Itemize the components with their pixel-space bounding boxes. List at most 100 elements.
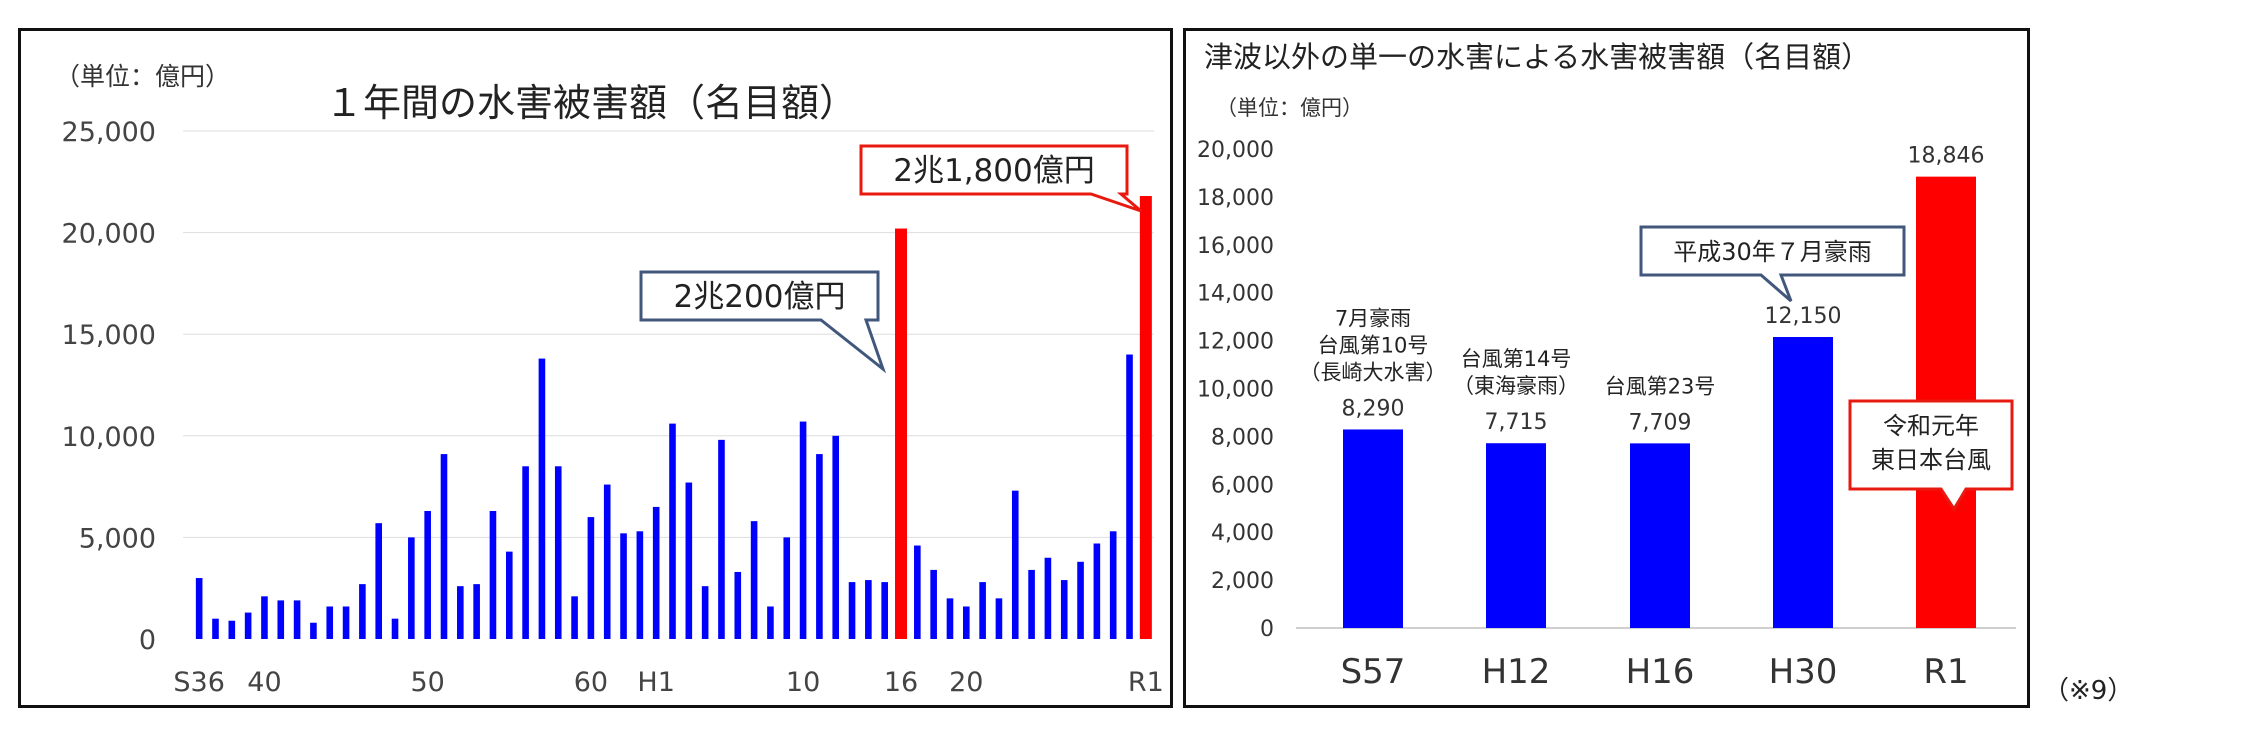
value-label: 7,715 (1485, 410, 1548, 435)
callout-text: 平成30年７月豪雨 (1673, 238, 1872, 266)
bar-H16 (895, 228, 908, 639)
x-tick-label: R1 (1923, 652, 1968, 692)
event-label: （東海豪雨） (1453, 374, 1579, 398)
bar-S40 (261, 596, 268, 639)
bar-H22 (995, 598, 1003, 639)
callout-box (1639, 225, 1906, 303)
y-tick-label: 15,000 (62, 320, 156, 351)
bar-H5 (718, 439, 725, 639)
right-chart-panel: 津波以外の単一の水害による水害被害額（名目額） （単位：億円） 0 2,000 4,00… (1183, 28, 2030, 708)
y-tick-label: 12,000 (1197, 330, 1274, 355)
x-tick-label: 16 (884, 667, 918, 698)
x-tick-label: 50 (410, 667, 444, 698)
bar-H14 (865, 580, 872, 639)
y-tick-label: 2,000 (1211, 569, 1274, 594)
bar-H2 (669, 423, 676, 639)
bar-S55 (505, 551, 513, 639)
bar-S45 (342, 606, 350, 639)
bar-S44 (326, 606, 334, 639)
event-label: 7月豪雨 (1335, 306, 1411, 330)
bar-S38 (228, 620, 236, 639)
y-tick-label: 6,000 (1211, 473, 1274, 498)
callout-text: 東日本台風 (1871, 446, 1991, 474)
x-tick-label: R1 (1128, 667, 1164, 698)
bar-H28 (1093, 543, 1101, 639)
y-tick-label: 25,000 (62, 117, 156, 148)
value-label: 18,846 (1908, 144, 1985, 169)
bar-H4 (701, 586, 709, 639)
y-tick-label: 8,000 (1211, 425, 1274, 450)
x-tick-label: H12 (1482, 652, 1551, 692)
single-flood-damage-chart: 津波以外の単一の水害による水害被害額（名目額） （単位：億円） 0 2,000 4,00… (1197, 40, 2016, 692)
y-tick-label: 16,000 (1197, 234, 1274, 259)
bar-S61 (603, 484, 611, 639)
x-tick-label: H1 (637, 667, 674, 698)
bar-H6 (734, 571, 742, 639)
y-tick-label: 10,000 (1197, 378, 1274, 403)
x-tick-label: 60 (574, 667, 608, 698)
bar-S50 (424, 510, 431, 639)
bar-H11 (816, 454, 823, 639)
bar-S48 (391, 618, 399, 639)
bar-S47 (375, 523, 383, 639)
bar-H27 (1077, 561, 1084, 639)
y-tick-label: 20,000 (1197, 138, 1274, 163)
bar-H29 (1109, 531, 1117, 639)
bar-H12 (832, 435, 840, 639)
callout-box (1848, 399, 2014, 512)
event-label: 台風第10号 (1318, 333, 1429, 357)
bar-S41 (277, 600, 285, 639)
unit-label: （単位：億円） (1216, 96, 1363, 120)
bar-H30 (1773, 337, 1833, 628)
event-label: 台風第14号 (1461, 347, 1572, 371)
y-tick-label: 5,000 (79, 523, 156, 554)
x-tick-label: S36 (173, 667, 225, 698)
y-tick-label: 0 (139, 625, 156, 656)
value-label: 12,150 (1765, 304, 1842, 329)
unit-label: （単位：億円） (55, 62, 230, 91)
y-tick-label: 20,000 (62, 219, 156, 250)
bar-H18 (930, 569, 937, 639)
bar-S49 (408, 537, 415, 639)
y-tick-label: 14,000 (1197, 282, 1274, 307)
bar-H8 (767, 606, 774, 639)
event-label: （長崎大水害） (1300, 360, 1447, 384)
bar-S52 (457, 586, 464, 639)
callout-text: 2兆1,800億円 (893, 153, 1094, 189)
bar-H16 (1630, 443, 1690, 628)
bar-S59 (571, 596, 578, 639)
bar-S60 (587, 517, 595, 639)
bar-S57 (538, 358, 546, 639)
x-tick-label: 10 (786, 667, 820, 698)
bar-H12 (1486, 443, 1546, 628)
value-label: 7,709 (1629, 410, 1692, 435)
bar-H17 (914, 545, 921, 639)
x-tick-label: 40 (247, 667, 281, 698)
bar-H30 (1126, 354, 1133, 639)
bar-H1 (652, 506, 660, 639)
bar-H13 (848, 582, 856, 639)
bar-H24 (1028, 569, 1035, 639)
bar-H23 (1011, 490, 1019, 639)
x-tick-label: H16 (1626, 652, 1695, 692)
bar-S46 (359, 584, 366, 639)
bar-S43 (310, 622, 317, 639)
callout-text: 令和元年 (1883, 412, 1979, 440)
x-tick-label: S57 (1341, 652, 1406, 692)
bar-H20 (962, 606, 970, 639)
bar-R1 (1139, 196, 1152, 640)
x-tick-label: 20 (949, 667, 983, 698)
y-tick-label: 4,000 (1211, 521, 1274, 546)
bar-H10 (799, 421, 807, 639)
bar-S58 (554, 466, 562, 639)
y-tick-label: 10,000 (62, 422, 156, 453)
bar-H15 (881, 582, 888, 639)
x-tick-label: H30 (1769, 652, 1838, 692)
y-tick-label: 0 (1260, 617, 1274, 642)
bar-S37 (212, 618, 219, 639)
bar-H25 (1044, 557, 1052, 639)
left-chart-panel: （単位：億円） １年間の水害被害額（名目額） 0 5,000 10,000 15,000 2… (18, 28, 1173, 708)
callout-box (859, 144, 1142, 213)
bar-H3 (685, 482, 693, 639)
value-label: 8,290 (1342, 396, 1405, 421)
